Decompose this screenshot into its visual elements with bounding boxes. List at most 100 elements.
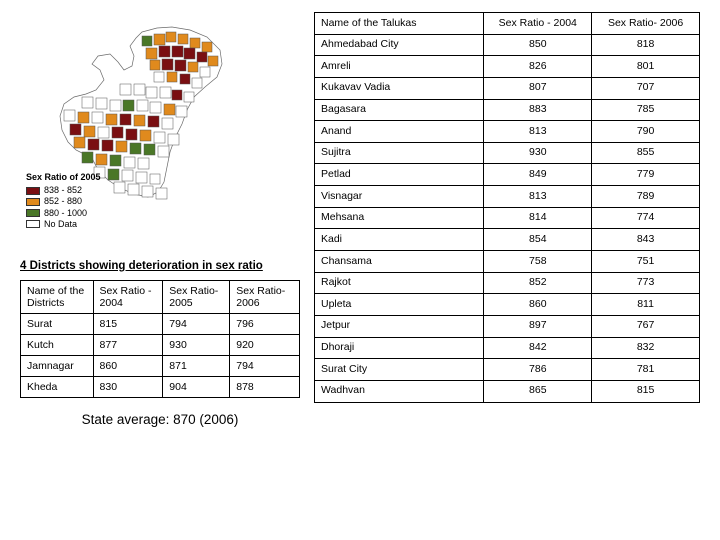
table-row: Visnagar813789 bbox=[315, 186, 700, 208]
legend-item: 838 - 852 bbox=[26, 185, 101, 196]
table-cell: 930 bbox=[484, 142, 592, 164]
table-row: Anand813790 bbox=[315, 121, 700, 143]
table-cell: 785 bbox=[592, 99, 700, 121]
table-cell: 774 bbox=[592, 207, 700, 229]
table-cell: 807 bbox=[484, 77, 592, 99]
table-row: Petlad849779 bbox=[315, 164, 700, 186]
table-cell: 796 bbox=[230, 314, 300, 335]
districts-table: Name of the DistrictsSex Ratio - 2004Sex… bbox=[20, 280, 300, 398]
table-cell: 814 bbox=[484, 207, 592, 229]
table-cell: 849 bbox=[484, 164, 592, 186]
legend-label: 880 - 1000 bbox=[44, 208, 87, 219]
table-cell: 815 bbox=[592, 380, 700, 402]
table-header: Sex Ratio - 2004 bbox=[93, 281, 163, 314]
table-cell: 854 bbox=[484, 229, 592, 251]
table-cell: 767 bbox=[592, 315, 700, 337]
table-cell: 855 bbox=[592, 142, 700, 164]
table-cell: 878 bbox=[230, 377, 300, 398]
table-cell: Jetpur bbox=[315, 315, 484, 337]
table-row: Mehsana814774 bbox=[315, 207, 700, 229]
table-cell: Kheda bbox=[21, 377, 94, 398]
table-cell: Chansama bbox=[315, 251, 484, 273]
legend-item: No Data bbox=[26, 219, 101, 230]
legend-swatch bbox=[26, 220, 40, 228]
table-cell: 930 bbox=[163, 335, 230, 356]
table-cell: 830 bbox=[93, 377, 163, 398]
table-row: Wadhvan865815 bbox=[315, 380, 700, 402]
legend-item: 852 - 880 bbox=[26, 196, 101, 207]
table-cell: 794 bbox=[163, 314, 230, 335]
table-cell: Surat bbox=[21, 314, 94, 335]
table-cell: 811 bbox=[592, 294, 700, 316]
table-header: Name of the Districts bbox=[21, 281, 94, 314]
table-cell: Jamnagar bbox=[21, 356, 94, 377]
table-cell: 801 bbox=[592, 56, 700, 78]
table-cell: 860 bbox=[484, 294, 592, 316]
table-cell: 751 bbox=[592, 251, 700, 273]
table-cell: 860 bbox=[93, 356, 163, 377]
table-cell: 843 bbox=[592, 229, 700, 251]
legend-swatch bbox=[26, 187, 40, 195]
table-cell: 758 bbox=[484, 251, 592, 273]
table-cell: Upleta bbox=[315, 294, 484, 316]
legend-title: Sex Ratio of 2005 bbox=[26, 172, 101, 183]
legend-label: No Data bbox=[44, 219, 77, 230]
table-cell: 897 bbox=[484, 315, 592, 337]
table-cell: Petlad bbox=[315, 164, 484, 186]
table-row: Jetpur897767 bbox=[315, 315, 700, 337]
legend-label: 852 - 880 bbox=[44, 196, 82, 207]
table-cell: 790 bbox=[592, 121, 700, 143]
table-cell: 773 bbox=[592, 272, 700, 294]
table-cell: Ahmedabad City bbox=[315, 34, 484, 56]
legend-label: 838 - 852 bbox=[44, 185, 82, 196]
table-cell: 877 bbox=[93, 335, 163, 356]
table-row: Dhoraji842832 bbox=[315, 337, 700, 359]
legend-swatch bbox=[26, 209, 40, 217]
table-cell: 920 bbox=[230, 335, 300, 356]
table-cell: 826 bbox=[484, 56, 592, 78]
table-cell: 871 bbox=[163, 356, 230, 377]
map-legend: Sex Ratio of 2005 838 - 852852 - 880880 … bbox=[26, 172, 101, 230]
table-cell: Mehsana bbox=[315, 207, 484, 229]
table-cell: Kutch bbox=[21, 335, 94, 356]
table-cell: 707 bbox=[592, 77, 700, 99]
table-row: Surat City786781 bbox=[315, 359, 700, 381]
table-cell: 815 bbox=[93, 314, 163, 335]
table-cell: Amreli bbox=[315, 56, 484, 78]
table-row: Jamnagar860871794 bbox=[21, 356, 300, 377]
talukas-table: Name of the TalukasSex Ratio - 2004Sex R… bbox=[314, 12, 700, 403]
table-cell: 852 bbox=[484, 272, 592, 294]
table-row: Rajkot852773 bbox=[315, 272, 700, 294]
table-cell: Dhoraji bbox=[315, 337, 484, 359]
table-row: Upleta860811 bbox=[315, 294, 700, 316]
table-header: Sex Ratio- 2005 bbox=[163, 281, 230, 314]
table-cell: 789 bbox=[592, 186, 700, 208]
table-cell: 865 bbox=[484, 380, 592, 402]
districts-subtitle: 4 Districts showing deterioration in sex… bbox=[20, 260, 300, 272]
table-cell: 832 bbox=[592, 337, 700, 359]
table-cell: 904 bbox=[163, 377, 230, 398]
table-row: Amreli826801 bbox=[315, 56, 700, 78]
state-average: State average: 870 (2006) bbox=[20, 412, 300, 427]
table-cell: Visnagar bbox=[315, 186, 484, 208]
table-header: Sex Ratio- 2006 bbox=[230, 281, 300, 314]
table-row: Kadi854843 bbox=[315, 229, 700, 251]
table-cell: Kukavav Vadia bbox=[315, 77, 484, 99]
table-cell: Rajkot bbox=[315, 272, 484, 294]
table-row: Chansama758751 bbox=[315, 251, 700, 273]
table-row: Sujitra930855 bbox=[315, 142, 700, 164]
sex-ratio-map: Sex Ratio of 2005 838 - 852852 - 880880 … bbox=[22, 12, 277, 232]
table-cell: Surat City bbox=[315, 359, 484, 381]
table-cell: Sujitra bbox=[315, 142, 484, 164]
table-cell: 850 bbox=[484, 34, 592, 56]
table-header: Sex Ratio - 2004 bbox=[484, 13, 592, 35]
table-cell: 842 bbox=[484, 337, 592, 359]
table-cell: 818 bbox=[592, 34, 700, 56]
table-row: Bagasara883785 bbox=[315, 99, 700, 121]
table-cell: Anand bbox=[315, 121, 484, 143]
table-row: Kukavav Vadia807707 bbox=[315, 77, 700, 99]
table-row: Surat815794796 bbox=[21, 314, 300, 335]
table-cell: 779 bbox=[592, 164, 700, 186]
table-cell: Wadhvan bbox=[315, 380, 484, 402]
table-cell: 813 bbox=[484, 186, 592, 208]
